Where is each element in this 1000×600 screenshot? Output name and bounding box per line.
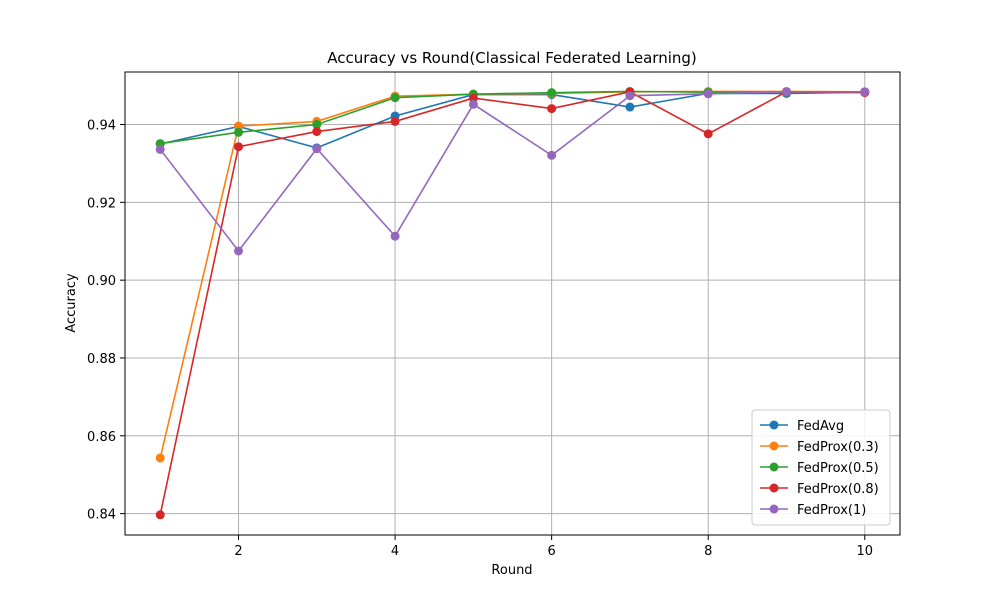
y-axis-ticks: 0.84 0.86 0.88 0.90 0.92 0.94: [87, 119, 125, 523]
data-point: [860, 87, 870, 97]
legend-item: FedProx(0.8): [760, 482, 879, 497]
series-line: [160, 91, 865, 149]
data-point: [234, 246, 244, 256]
plot-area-frame: [124, 71, 901, 536]
x-axis-ticks: 2 4 6 8 10: [234, 535, 873, 559]
data-point: [234, 142, 244, 152]
x-tick-label: 6: [548, 544, 556, 559]
x-tick-label: 8: [704, 544, 712, 559]
series-line: [160, 90, 865, 145]
legend-marker: [769, 441, 779, 451]
y-tick-label: 0.94: [87, 119, 116, 134]
data-point: [155, 453, 165, 463]
data-point: [547, 88, 557, 98]
x-tick-label: 2: [234, 544, 242, 559]
legend-label: FedProx(0.3): [797, 440, 879, 455]
legend-label: FedAvg: [797, 419, 844, 434]
series-FedProx(0.5): [155, 86, 870, 149]
data-point: [468, 93, 478, 103]
x-tick-label: 4: [391, 544, 399, 559]
data-point: [312, 120, 322, 130]
data-point: [312, 127, 322, 137]
series-FedProx(0.3): [155, 86, 870, 463]
series-FedProx(1): [155, 87, 870, 256]
y-tick-label: 0.86: [87, 430, 116, 445]
series-line: [159, 91, 865, 253]
y-tick-label: 0.90: [87, 274, 116, 289]
data-point: [155, 144, 165, 154]
x-axis-label: Round: [491, 563, 532, 578]
legend-item: FedAvg: [760, 419, 844, 434]
series-line: [159, 90, 865, 515]
legend-item: FedProx(0.3): [760, 440, 879, 455]
data-point: [468, 99, 478, 109]
series-layer: [155, 86, 870, 520]
legend-label: FedProx(0.5): [797, 461, 879, 476]
series-line: [159, 90, 865, 459]
legend-item: FedProx(1): [760, 503, 866, 518]
legend-box: [751, 409, 891, 526]
y-tick-label: 0.92: [87, 196, 116, 211]
data-point: [547, 104, 557, 114]
legend-marker: [769, 483, 779, 493]
legend: FedAvg FedProx(0.3) FedProx(0.5) FedProx(0.…: [751, 409, 891, 526]
y-tick-label: 0.84: [87, 508, 116, 523]
data-point: [625, 91, 635, 101]
data-point: [390, 116, 400, 126]
legend-label: FedProx(0.8): [797, 482, 879, 497]
chart-title: Accuracy vs Round(Classical Federated Le…: [327, 49, 697, 67]
data-point: [547, 150, 557, 160]
y-tick-label: 0.88: [87, 352, 116, 367]
data-point: [625, 102, 635, 112]
y-axis-label: Accuracy: [64, 273, 79, 333]
legend-marker: [769, 420, 779, 430]
data-point: [312, 144, 322, 154]
legend-item: FedProx(0.5): [760, 461, 879, 476]
data-point: [234, 121, 244, 131]
data-point: [390, 231, 400, 241]
data-point: [155, 510, 165, 520]
legend-marker: [769, 462, 779, 472]
data-point: [390, 93, 400, 103]
legend-marker: [769, 504, 779, 514]
data-point: [703, 89, 713, 99]
x-tick-label: 10: [856, 544, 873, 559]
legend-label: FedProx(1): [797, 503, 866, 518]
data-point: [703, 129, 713, 139]
data-point: [234, 127, 244, 137]
data-point: [781, 87, 791, 97]
